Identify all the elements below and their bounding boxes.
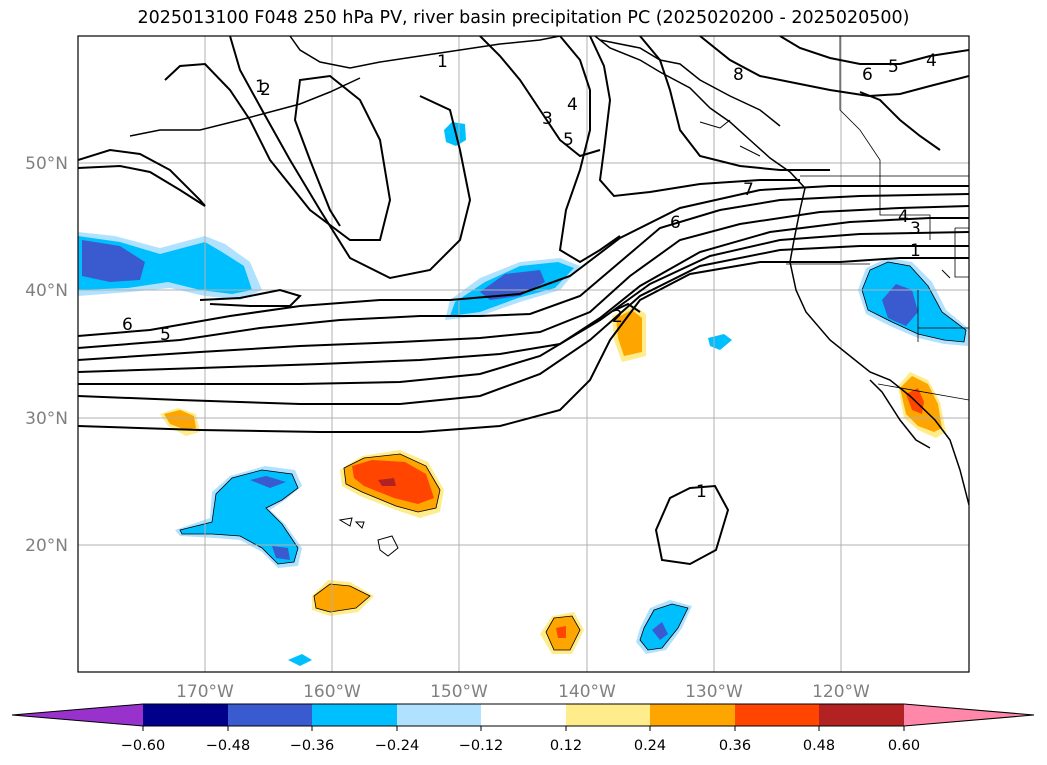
latitude-labels: 50°N 40°N 30°N 20°N xyxy=(25,154,68,556)
colorbar-segment xyxy=(143,704,228,726)
colorbar-tick-label: 0.48 xyxy=(803,738,835,754)
contour-label: 4 xyxy=(926,51,937,71)
coastlines xyxy=(129,36,969,506)
colorbar-segment xyxy=(650,704,735,726)
colorbar-tick-label: −0.24 xyxy=(375,738,419,754)
map-frame xyxy=(77,35,970,673)
colorbar-segment xyxy=(735,704,819,726)
contour-label: 4 xyxy=(567,95,578,115)
contour-label: 1 xyxy=(910,241,921,261)
colorbar-extend-max xyxy=(904,704,1034,726)
pv-contours xyxy=(78,36,969,566)
colorbar-tick-label: −0.12 xyxy=(459,738,503,754)
colorbar-tick-label: 0.36 xyxy=(719,738,751,754)
contour-label: 8 xyxy=(733,65,744,85)
contour-label: 5 xyxy=(160,325,171,345)
contour-label: 1 xyxy=(696,482,707,502)
lon-label: 120°W xyxy=(812,682,870,702)
colorbar-segment xyxy=(819,704,904,726)
contour-label: 3 xyxy=(542,109,553,129)
colorbar-segment xyxy=(312,704,397,726)
borders xyxy=(786,36,969,401)
negative-anomaly-shading xyxy=(78,122,968,666)
colorbar-tick-label: −0.60 xyxy=(121,738,165,754)
lat-label: 30°N xyxy=(25,409,68,429)
contour-label: 1 xyxy=(437,52,448,72)
contour-label: 2 xyxy=(260,80,271,100)
map-plot-area: 1 2 1 3 4 5 8 6 5 4 7 6 4 3 1 6 5 2 1 xyxy=(78,36,969,672)
contour-labels: 1 2 1 3 4 5 8 6 5 4 7 6 4 3 1 6 5 2 1 xyxy=(122,51,937,502)
contour-label: 1 xyxy=(255,77,266,97)
colorbar: −0.60 −0.48 −0.36 −0.24 −0.12 0.12 0.24 0.36 0.4… xyxy=(11,703,1035,754)
lon-label: 140°W xyxy=(558,682,616,702)
colorbar-tick-label: −0.48 xyxy=(206,738,250,754)
lat-label: 40°N xyxy=(25,281,68,301)
colorbar-segment xyxy=(481,704,566,726)
colorbar-tick-label: 0.24 xyxy=(634,738,666,754)
colorbar-extend-min xyxy=(12,704,143,726)
colorbar-segment xyxy=(397,704,481,726)
contour-label: 2 xyxy=(612,307,623,327)
contour-label: 5 xyxy=(563,130,574,150)
contour-label: 4 xyxy=(898,207,909,227)
contour-label: 5 xyxy=(888,57,899,77)
colorbar-segment xyxy=(228,704,312,726)
contour-label: 3 xyxy=(910,219,921,239)
longitude-labels: 170°W 160°W 150°W 140°W 130°W 120°W xyxy=(176,682,870,702)
islands xyxy=(338,119,951,557)
contour-label: 6 xyxy=(122,315,133,335)
colorbar-tick-label: 0.60 xyxy=(888,738,920,754)
positive-anomaly-shading xyxy=(160,306,946,654)
lon-label: 170°W xyxy=(176,682,234,702)
lat-label: 20°N xyxy=(25,536,68,556)
anomaly-outlines xyxy=(179,261,967,651)
contour-label: 6 xyxy=(862,65,873,85)
lon-label: 160°W xyxy=(303,682,361,702)
colorbar-segment xyxy=(566,704,650,726)
contour-label: 6 xyxy=(670,213,681,233)
colorbar-tick-label: 0.12 xyxy=(550,738,582,754)
lon-label: 130°W xyxy=(685,682,743,702)
lat-label: 50°N xyxy=(25,154,68,174)
contour-label: 7 xyxy=(743,180,754,200)
lon-label: 150°W xyxy=(430,682,488,702)
map-title: 2025013100 F048 250 hPa PV, river basin … xyxy=(137,8,910,28)
colorbar-tick-label: −0.36 xyxy=(290,738,334,754)
graticule xyxy=(78,36,969,672)
